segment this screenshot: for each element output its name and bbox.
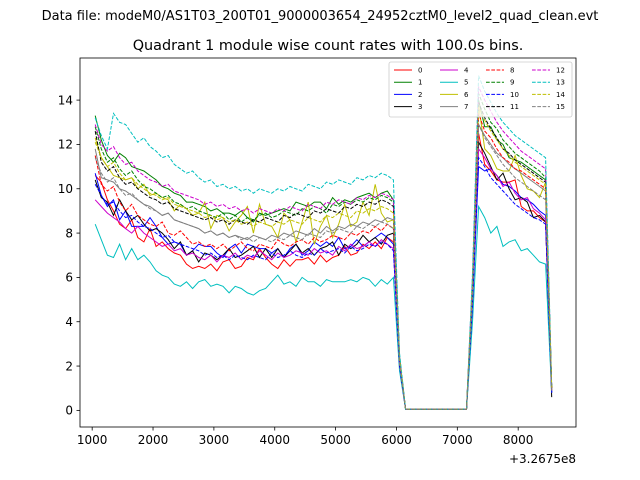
series-line-13 (94, 75, 553, 410)
legend-label-4: 4 (464, 67, 469, 75)
x-tick-label: 7000 (442, 433, 473, 447)
legend-label-13: 13 (556, 79, 565, 87)
x-tick-label: 1000 (77, 433, 108, 447)
y-tick-label: 10 (58, 182, 73, 196)
legend-label-12: 12 (556, 67, 565, 75)
legend-box (388, 61, 573, 118)
chart-title: Quadrant 1 module wise count rates with … (133, 38, 524, 54)
x-tick-label: 6000 (381, 433, 412, 447)
legend-label-0: 0 (418, 67, 422, 75)
axes: 1000 2000 3000 4000 5000 6000 7000 800002468101… (58, 57, 577, 466)
series-line-5 (94, 204, 553, 410)
y-tick-label: 14 (58, 93, 73, 107)
x-tick-label: 3000 (199, 433, 230, 447)
legend-label-10: 10 (510, 91, 519, 99)
series-line-15 (94, 124, 553, 410)
legend-label-3: 3 (418, 103, 422, 111)
y-tick-label: 8 (65, 226, 73, 240)
series-line-10 (94, 156, 553, 410)
x-offset-label: +3.2675e8 (509, 452, 576, 466)
plot-frame (79, 57, 577, 428)
legend-label-5: 5 (464, 79, 468, 87)
legend-label-15: 15 (556, 103, 565, 111)
legend-label-9: 9 (510, 79, 514, 87)
x-tick-label: 8000 (503, 433, 534, 447)
series-line-11 (94, 102, 553, 410)
legend-label-7: 7 (464, 103, 468, 111)
y-tick-label: 0 (65, 404, 73, 418)
plot-lines (94, 75, 553, 410)
legend-label-8: 8 (510, 67, 514, 75)
y-tick-label: 12 (58, 138, 73, 152)
legend-label-1: 1 (418, 79, 422, 87)
legend-label-6: 6 (464, 91, 469, 99)
legend-label-11: 11 (510, 103, 519, 111)
x-tick-label: 4000 (259, 433, 290, 447)
x-tick-label: 2000 (138, 433, 169, 447)
y-tick-label: 6 (65, 271, 73, 285)
y-tick-label: 2 (65, 359, 73, 373)
data-file-caption: Data file: modeM0/AS1T03_200T01_90000036… (42, 9, 599, 24)
y-tick-label: 4 (65, 315, 73, 329)
legend-label-14: 14 (556, 91, 565, 99)
legend-label-2: 2 (418, 91, 422, 99)
x-tick-label: 5000 (320, 433, 351, 447)
series-line-8 (94, 113, 553, 410)
